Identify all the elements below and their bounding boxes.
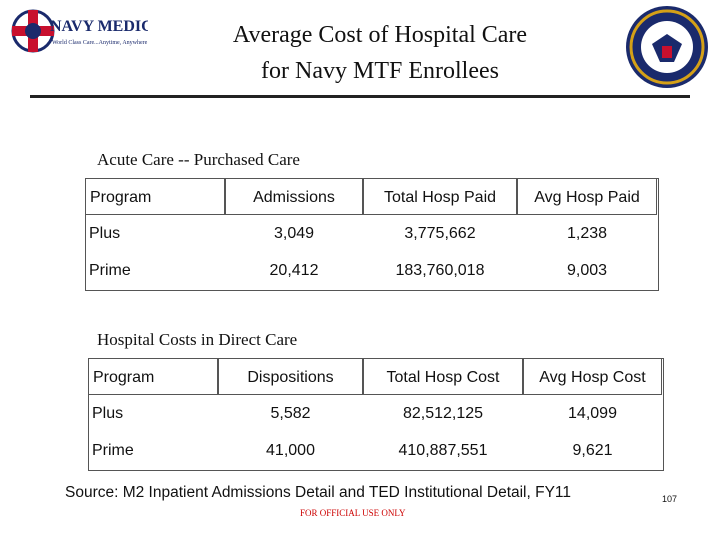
table-cell: 14,099: [568, 405, 617, 422]
table-cell: Prime: [89, 262, 131, 279]
navy-seal: [626, 6, 708, 88]
left-logo: NAVY MEDICINE World Class Care...Anytime…: [11, 9, 148, 53]
table-cell: 82,512,125: [402, 405, 484, 422]
column-header: Avg Hosp Cost: [523, 358, 662, 395]
table-cell: Plus: [89, 225, 121, 242]
table-cell: 3,049: [273, 225, 315, 242]
page-number: 107: [662, 494, 678, 504]
column-header: Program: [88, 358, 218, 395]
table-cell: 41,000: [266, 442, 315, 459]
logo-name: NAVY MEDICINE: [50, 18, 148, 35]
column-header: Total Hosp Cost: [363, 358, 523, 395]
table-cell: 20,412: [269, 262, 319, 279]
title-line: Average Cost of Hospital Care: [232, 22, 528, 48]
logo-tagline: World Class Care...Anytime, Anywhere: [52, 40, 148, 46]
table-caption: Hospital Costs in Direct Care: [97, 330, 298, 349]
table-cell: Prime: [92, 442, 134, 459]
table-cell: Plus: [92, 405, 124, 422]
footer: FOR OFFICIAL USE ONLY: [300, 508, 406, 518]
column-header: Avg Hosp Paid: [517, 178, 657, 215]
source: Source: M2 Inpatient Admissions Detail a…: [65, 484, 572, 501]
table-caption: Acute Care -- Purchased Care: [97, 150, 300, 169]
divider: [30, 95, 690, 98]
column-header: Total Hosp Paid: [363, 178, 517, 215]
column-header: Program: [85, 178, 225, 215]
table-cell: 5,582: [270, 405, 311, 422]
table-cell: 1,238: [566, 225, 608, 242]
table-cell: 9,621: [572, 442, 613, 459]
title-line: for Navy MTF Enrollees: [261, 58, 499, 84]
column-header: Admissions: [225, 178, 363, 215]
table-cell: 183,760,018: [395, 262, 485, 279]
table-cell: 3,775,662: [404, 225, 476, 242]
table-cell: 9,003: [566, 262, 608, 279]
column-header: Dispositions: [218, 358, 363, 395]
table-cell: 410,887,551: [398, 442, 488, 459]
